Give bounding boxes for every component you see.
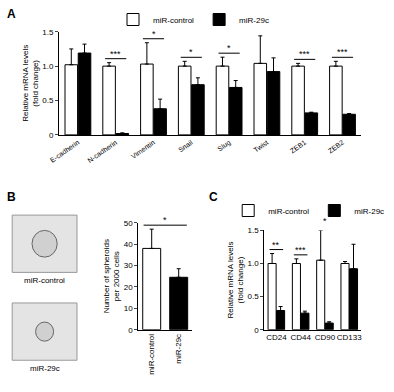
svg-text:0.5: 0.5 (247, 292, 259, 301)
svg-text:miR-29c: miR-29c (30, 364, 60, 373)
svg-text:C: C (209, 190, 218, 204)
svg-text:1.0: 1.0 (247, 259, 259, 268)
svg-text:miR-29c: miR-29c (239, 16, 269, 25)
svg-text:miR-control: miR-control (268, 207, 309, 216)
svg-text:***: *** (110, 49, 121, 59)
svg-text:miR-control: miR-control (147, 334, 156, 375)
svg-text:Snail: Snail (177, 138, 194, 153)
svg-text:***: *** (337, 47, 348, 57)
svg-text:0: 0 (128, 326, 133, 335)
svg-text:Relative mRNA levels(fold chan: Relative mRNA levels(fold change) (21, 45, 40, 122)
svg-text:0: 0 (49, 131, 54, 140)
svg-text:Twist: Twist (252, 139, 269, 154)
svg-text:***: *** (299, 49, 310, 59)
svg-text:E-cadherin: E-cadherin (49, 139, 81, 164)
svg-text:Relative mRNA levels(fold chan: Relative mRNA levels(fold change) (226, 242, 245, 319)
svg-text:*: * (152, 29, 156, 39)
svg-text:B: B (7, 190, 16, 204)
svg-text:0: 0 (254, 326, 259, 335)
svg-text:50: 50 (124, 219, 133, 228)
svg-text:40: 40 (124, 240, 133, 249)
svg-text:10: 10 (124, 304, 133, 313)
svg-text:miR-control: miR-control (153, 16, 194, 25)
svg-text:1.0: 1.0 (42, 62, 54, 71)
svg-text:*: * (189, 47, 193, 57)
svg-text:miR-29c: miR-29c (354, 207, 384, 216)
svg-text:**: ** (272, 240, 280, 250)
svg-text:Number of spheroidsper 2000 ce: Number of spheroidsper 2000 cells (102, 239, 121, 313)
svg-text:*: * (163, 215, 167, 225)
svg-text:CD90: CD90 (315, 333, 336, 342)
svg-text:*: * (323, 216, 327, 226)
svg-text:***: *** (295, 245, 306, 255)
svg-text:miR-29c: miR-29c (174, 334, 183, 364)
svg-text:N-cadherin: N-cadherin (86, 139, 118, 164)
svg-text:ZEB2: ZEB2 (327, 139, 345, 155)
svg-text:Vimentin: Vimentin (130, 139, 156, 160)
svg-text:1.5: 1.5 (247, 226, 259, 235)
svg-text:ZEB1: ZEB1 (289, 139, 307, 155)
svg-text:Slug: Slug (216, 139, 232, 154)
svg-text:CD44: CD44 (290, 333, 311, 342)
svg-text:CD133: CD133 (337, 333, 362, 342)
svg-text:0.5: 0.5 (42, 96, 54, 105)
svg-text:CD24: CD24 (266, 333, 287, 342)
svg-text:20: 20 (124, 283, 133, 292)
svg-text:*: * (227, 43, 231, 53)
svg-text:30: 30 (124, 261, 133, 270)
svg-text:miR-control: miR-control (24, 276, 65, 285)
svg-text:A: A (7, 7, 16, 21)
svg-text:1.5: 1.5 (42, 28, 54, 37)
